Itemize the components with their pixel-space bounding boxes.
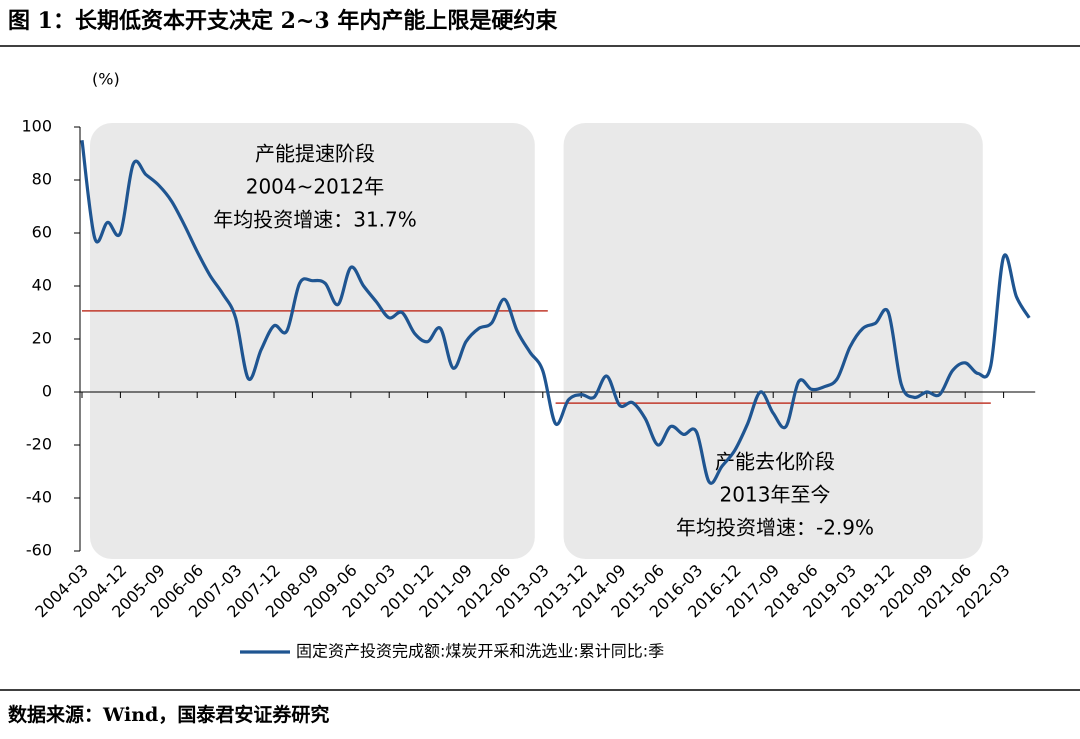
- phase-band: [90, 123, 535, 559]
- y-tick-label: -40: [26, 488, 52, 507]
- phase-label: 产能去化阶段: [715, 450, 835, 474]
- y-tick-label: 80: [32, 170, 52, 189]
- y-tick-label: 20: [32, 329, 52, 348]
- y-tick-label: 40: [32, 276, 52, 295]
- y-unit: (%): [92, 70, 120, 89]
- phase-label: 2004~2012年: [246, 175, 385, 199]
- series-line: [80, 140, 1031, 485]
- phase-label: 2013年至今: [720, 483, 831, 507]
- y-tick-label: -60: [26, 541, 52, 560]
- legend-label: 固定资产投资完成额:煤炭开采和洗选业:累计同比:季: [296, 642, 664, 661]
- phase-label: 年均投资增速：-2.9%: [676, 516, 874, 540]
- y-tick-label: 0: [42, 382, 52, 401]
- phase-band: [563, 123, 983, 559]
- y-tick-label: 60: [32, 223, 52, 242]
- chart-title: 图 1：长期低资本开支决定 2~3 年内产能上限是硬约束: [8, 8, 558, 34]
- y-tick-label: 100: [21, 117, 52, 136]
- phase-label: 年均投资增速：31.7%: [213, 208, 417, 232]
- phase-label: 产能提速阶段: [255, 142, 375, 166]
- y-tick-label: -20: [26, 435, 52, 454]
- source: 数据来源：Wind，国泰君安证券研究: [8, 703, 329, 726]
